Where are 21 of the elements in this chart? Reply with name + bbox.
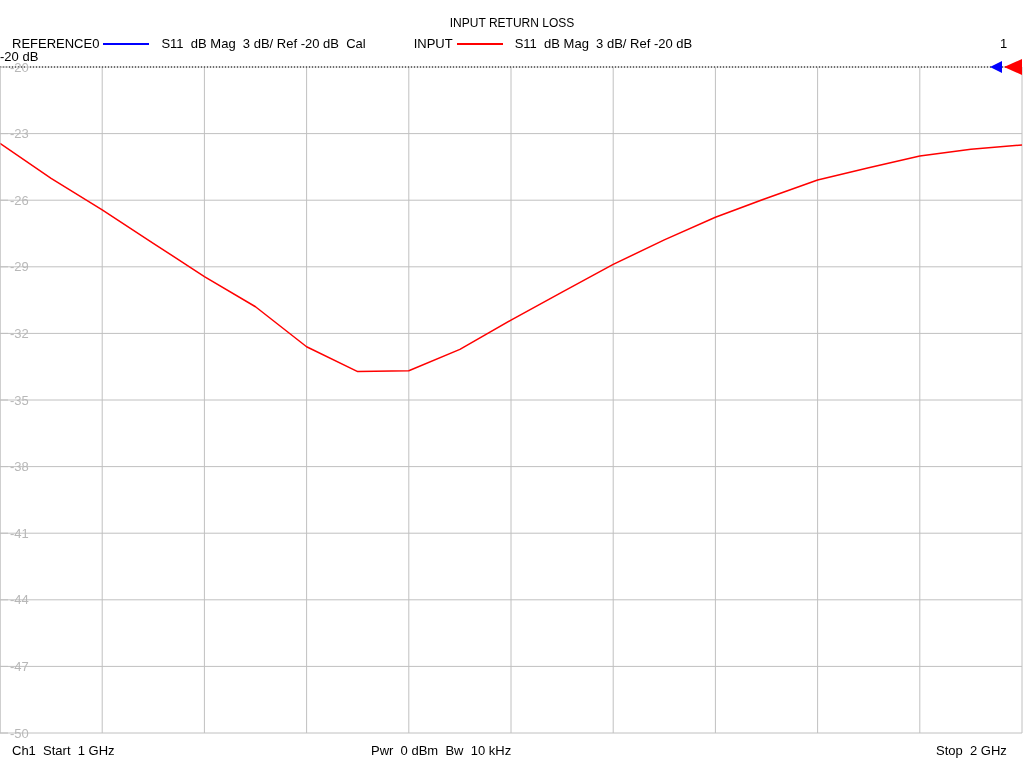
ref-line-label: -20 dB: [0, 49, 39, 64]
text: Stop 2 GHz: [936, 743, 1007, 758]
y-tick-label: -32: [10, 326, 29, 342]
y-tick-label: -35: [10, 392, 29, 408]
text: Pwr 0 dBm Bw 10 kHz: [371, 743, 512, 758]
y-tick-label: -44: [10, 592, 29, 608]
y-tick-label: -29: [10, 259, 29, 275]
text: 1: [1000, 36, 1008, 51]
text: INPUT: [413, 36, 453, 51]
y-tick-label: -41: [10, 525, 29, 541]
legend-label: S11 dB Mag 3 dB/ Ref -20 dB Cal: [161, 36, 366, 51]
text: REFERENCE0: [12, 36, 100, 51]
y-tick-label: -47: [10, 659, 29, 675]
y-tick-label: -38: [10, 459, 29, 475]
text: Ch1 Start 1 GHz: [12, 743, 115, 758]
chart-title: INPUT RETURN LOSS: [448, 16, 576, 30]
y-tick-label: -50: [10, 725, 29, 741]
y-tick-label: -23: [10, 126, 29, 142]
line-series: [0, 142, 1022, 373]
legend-label: S11 dB Mag 3 dB/ Ref -20 dB: [514, 36, 693, 51]
y-tick-label: -26: [10, 192, 29, 208]
